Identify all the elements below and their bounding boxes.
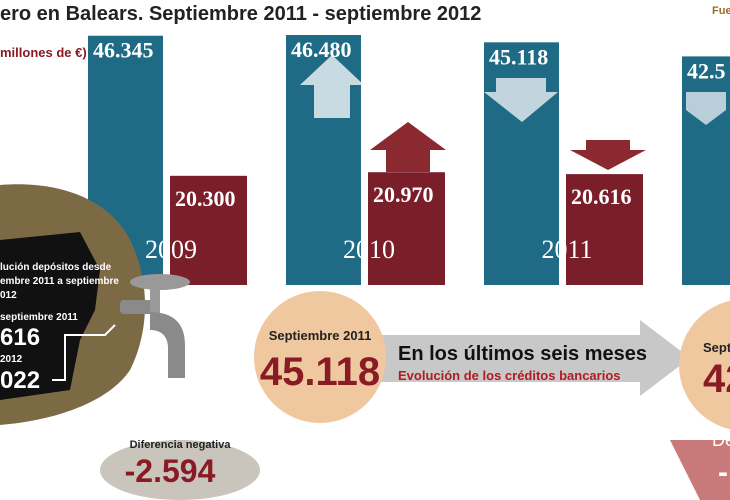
deposits-label: 2012 <box>0 354 23 365</box>
down-arrow <box>670 440 730 500</box>
value-label: 20.616 <box>571 184 632 209</box>
deposits-value: 616 <box>0 324 40 351</box>
deposits-value: 022 <box>0 367 40 394</box>
credit-circle <box>254 291 386 423</box>
category-label: 2011 <box>541 235 592 264</box>
category-label: 2010 <box>343 235 395 264</box>
deposits-title: 012 <box>0 290 17 301</box>
trend-arrow <box>380 320 690 396</box>
value-label: 20.300 <box>175 186 236 211</box>
deposits-label: septiembre 2011 <box>0 312 78 323</box>
credit-value: 42 <box>703 357 730 401</box>
credit-circle <box>679 300 730 430</box>
value-label: 46.480 <box>291 37 352 62</box>
tap <box>150 312 185 378</box>
arrow-subtitle: Evolución de los créditos bancarios <box>398 368 621 383</box>
bar <box>170 175 247 285</box>
bars: 46.345 20.300 2009 46.480 20.970 2010 45.118 20… <box>88 35 730 286</box>
deposits-title: lución depósitos desde <box>0 262 112 273</box>
arrow-title: En los últimos seis meses <box>398 343 647 365</box>
category-label: 2009 <box>145 235 197 264</box>
piggy-panel <box>0 232 100 400</box>
bar <box>566 174 643 285</box>
up-arrow <box>300 55 364 118</box>
credit-label: Septi <box>703 340 730 355</box>
diff-ellipse <box>100 440 260 500</box>
source-label: Fue <box>712 5 730 17</box>
diff-label: Diferencia negativa <box>130 439 232 451</box>
bar <box>682 56 730 285</box>
connector <box>52 324 116 381</box>
down-arrow <box>570 140 646 170</box>
unit-label: millones de €) <box>0 45 87 60</box>
credit-label: Septiembre 2011 <box>269 328 372 343</box>
value-label: 46.345 <box>93 38 154 63</box>
right-diff-label: De <box>712 430 730 450</box>
up-arrow <box>370 122 446 172</box>
credit-value: 45.118 <box>260 350 380 394</box>
down-arrow <box>686 92 726 125</box>
tap-handle <box>130 274 190 290</box>
bar <box>368 172 445 285</box>
value-label: 20.970 <box>373 182 434 207</box>
right-diff-value: - <box>718 456 728 489</box>
value-label: 45.118 <box>489 44 548 69</box>
deposits-title: embre 2011 a septiembre <box>0 276 119 287</box>
diff-value: -2.594 <box>125 453 216 489</box>
value-label: 42.5 <box>687 58 726 83</box>
down-arrow <box>484 78 558 122</box>
tap <box>150 285 160 315</box>
chart-title: ero en Balears. Septiembre 2011 - septie… <box>0 3 481 25</box>
